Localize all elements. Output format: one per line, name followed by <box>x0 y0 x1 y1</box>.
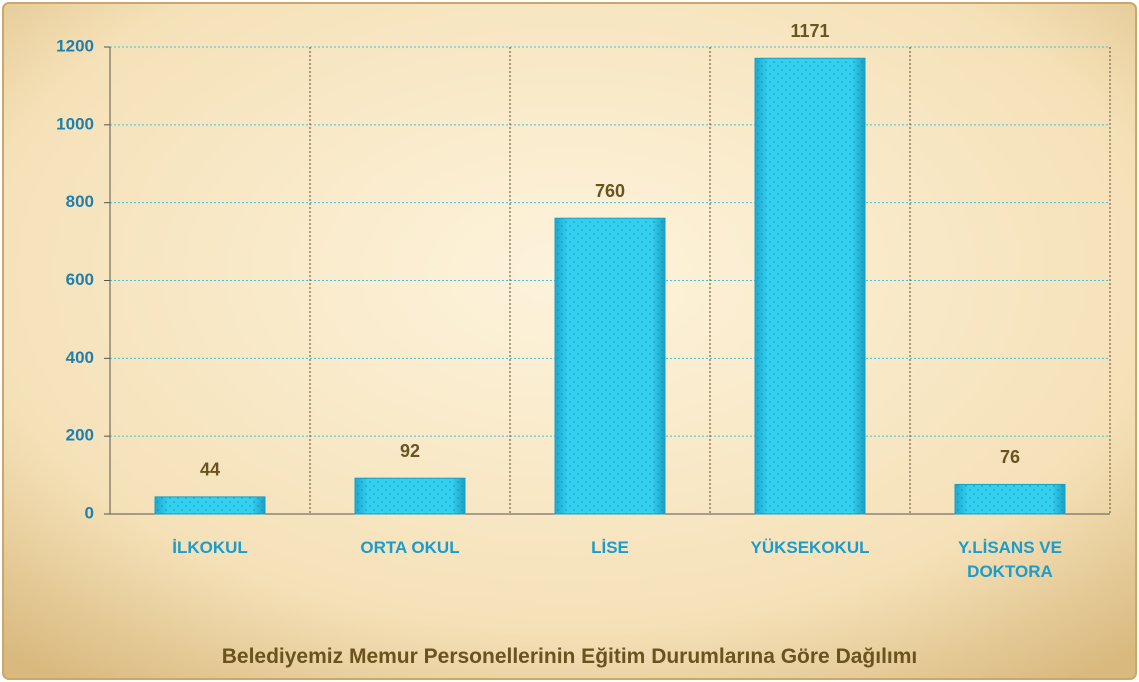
x-tick-label: Y.LİSANS VE DOKTORA <box>958 538 1062 581</box>
chart-title: Belediyemiz Memur Personellerinin Eğitim… <box>221 645 918 668</box>
bar <box>754 57 866 515</box>
value-label: 44 <box>200 460 220 480</box>
bar <box>954 483 1066 515</box>
bar <box>354 477 466 515</box>
bar <box>154 496 266 515</box>
y-tick-label: 800 <box>66 192 94 211</box>
value-label: 76 <box>1000 447 1020 467</box>
value-label: 760 <box>595 181 625 201</box>
x-tick-label: İLKOKUL <box>172 538 248 557</box>
y-tick-label: 1200 <box>56 36 94 55</box>
y-tick-label: 0 <box>85 503 94 522</box>
x-tick-label: ORTA OKUL <box>360 538 460 557</box>
value-label: 1171 <box>790 21 829 41</box>
value-label: 92 <box>400 441 420 461</box>
y-tick-label: 1000 <box>56 114 94 133</box>
y-tick-label: 400 <box>66 348 94 367</box>
x-tick-label: YÜKSEKOKUL <box>750 538 870 557</box>
bar <box>554 217 666 515</box>
x-tick-label: LİSE <box>591 538 629 557</box>
y-tick-label: 600 <box>66 270 94 289</box>
y-tick-label: 200 <box>66 426 94 445</box>
